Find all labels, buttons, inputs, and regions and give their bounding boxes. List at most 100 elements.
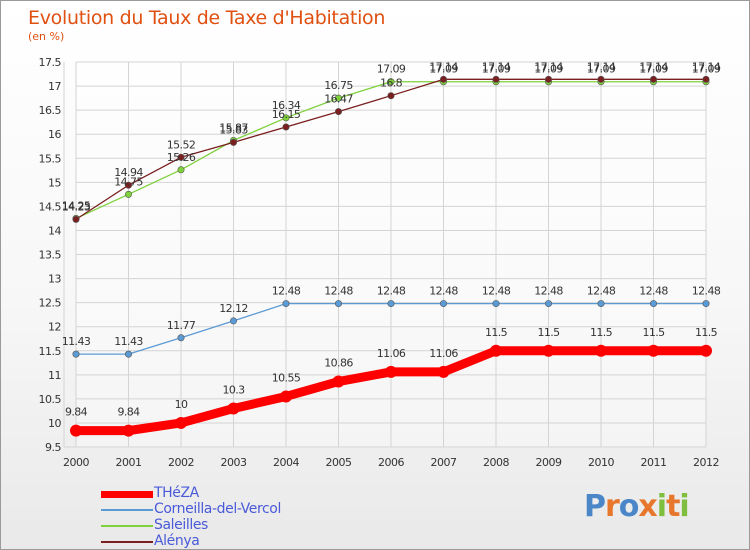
logo-letter: x	[638, 489, 657, 524]
data-label: 16.15	[272, 108, 301, 121]
y-tick-label: 15.5	[39, 152, 62, 165]
data-label: 17.09	[639, 63, 668, 76]
data-point	[649, 75, 657, 83]
x-tick-label: 2010	[588, 456, 614, 469]
data-label: 11.5	[695, 326, 718, 339]
data-point	[595, 344, 607, 357]
data-label: 17.14	[692, 60, 721, 73]
data-point	[542, 344, 555, 357]
x-tick-label: 2007	[431, 456, 457, 469]
data-label: 17.09	[587, 63, 616, 76]
data-point	[175, 416, 187, 429]
legend-label: Saleilles	[154, 517, 208, 533]
data-point	[72, 215, 80, 223]
data-point	[177, 153, 185, 161]
data-point	[334, 94, 342, 102]
data-point	[70, 424, 82, 437]
data-label: 16.75	[324, 79, 353, 92]
data-label: 12.48	[534, 285, 563, 298]
logo-letter: i	[679, 489, 689, 524]
x-tick-label: 2002	[168, 456, 194, 469]
data-label: 11.5	[642, 326, 665, 339]
data-point	[387, 92, 395, 100]
legend-swatch	[101, 490, 153, 498]
data-label: 9.84	[117, 406, 140, 419]
data-label: 15.26	[167, 151, 196, 164]
data-point	[230, 138, 238, 146]
data-label: 17.14	[482, 60, 511, 73]
data-label: 12.48	[587, 285, 616, 298]
data-point	[649, 300, 657, 308]
data-point	[597, 300, 605, 308]
data-label: 11.5	[590, 326, 613, 339]
x-tick-label: 2012	[693, 456, 719, 469]
data-point	[387, 78, 395, 86]
data-label: 12.48	[482, 285, 511, 298]
x-tick-label: 2008	[483, 456, 509, 469]
x-tick-label: 2006	[378, 456, 404, 469]
data-label: 15.87	[219, 121, 248, 134]
data-label: 12.48	[692, 285, 721, 298]
legend-label: Alénya	[154, 533, 200, 549]
data-label: 17.09	[377, 63, 406, 76]
y-tick-label: 10	[48, 417, 61, 430]
y-tick-label: 13	[48, 273, 61, 286]
data-label: 15.83	[219, 123, 248, 136]
data-label: 16.34	[272, 99, 301, 112]
y-tick-label: 16	[48, 128, 61, 141]
data-point	[387, 300, 395, 308]
x-tick-label: 2009	[536, 456, 562, 469]
x-tick-label: 2001	[116, 456, 142, 469]
legend-swatch	[101, 541, 153, 543]
data-label: 11.77	[167, 319, 196, 332]
legend-swatch	[101, 509, 153, 511]
data-point	[334, 108, 342, 116]
legend-label: THéZA	[154, 485, 199, 501]
data-label: 10.55	[272, 371, 301, 384]
data-point	[439, 75, 447, 83]
data-label: 12.48	[377, 285, 406, 298]
data-label: 14.94	[114, 166, 143, 179]
data-label: 14.75	[114, 175, 143, 188]
legend-label: Corneilla-del-Vercol	[154, 501, 281, 517]
data-point	[125, 350, 133, 358]
data-label: 15.52	[167, 138, 196, 151]
data-label: 11.5	[537, 326, 560, 339]
x-tick-label: 2011	[641, 456, 667, 469]
data-point	[282, 123, 290, 131]
data-point	[280, 390, 292, 403]
data-label: 17.14	[534, 60, 563, 73]
data-point	[702, 75, 710, 83]
data-label: 11.06	[377, 347, 406, 360]
unit-label: (en %)	[28, 30, 65, 43]
y-tick-label: 14.5	[39, 200, 62, 213]
logo-letter: t	[666, 489, 680, 524]
logo-letter: r	[605, 489, 620, 524]
data-point	[544, 75, 552, 83]
data-label: 17.09	[534, 63, 563, 76]
data-point	[492, 300, 500, 308]
data-point	[544, 300, 552, 308]
data-point	[385, 365, 397, 378]
data-label: 14.23	[62, 200, 91, 213]
proxiti-logo: Proxiti	[584, 489, 690, 524]
data-point	[597, 75, 605, 83]
y-tick-label: 12.5	[39, 297, 62, 310]
data-point	[227, 402, 240, 415]
y-tick-label: 12	[48, 321, 61, 334]
legend-swatch	[101, 525, 153, 527]
data-label: 10.86	[324, 357, 353, 370]
data-point	[647, 344, 660, 357]
data-point	[282, 300, 290, 308]
data-label: 11.43	[62, 335, 91, 348]
data-point	[437, 365, 450, 378]
data-label: 9.84	[65, 406, 88, 419]
data-label: 12.48	[324, 285, 353, 298]
y-tick-label: 9.5	[45, 441, 61, 454]
data-point	[490, 344, 502, 357]
data-point	[334, 300, 342, 308]
y-tick-label: 13.5	[39, 249, 62, 262]
x-tick-label: 2005	[326, 456, 352, 469]
data-label: 10.3	[222, 384, 245, 397]
